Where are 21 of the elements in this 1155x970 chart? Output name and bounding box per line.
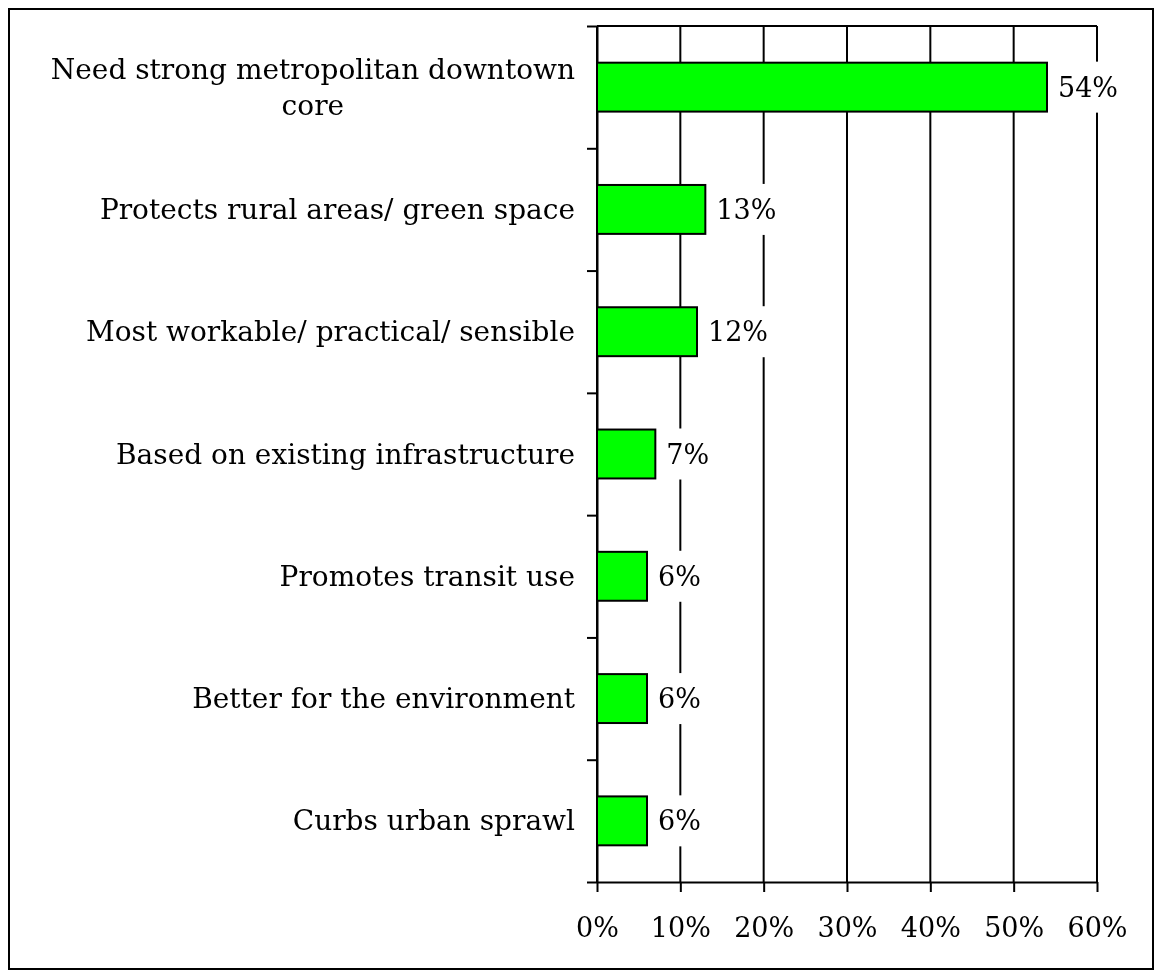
x-tick-label: 40% xyxy=(900,912,961,944)
data-label: 6% xyxy=(658,560,701,592)
y-tick-label: Need strong metropolitan downtown core xyxy=(50,52,575,122)
data-label: 6% xyxy=(658,805,701,837)
y-tick-label: Better for the environment xyxy=(192,682,576,716)
x-tick-label: 30% xyxy=(817,912,878,944)
y-tick-label: Based on existing infrastructure xyxy=(116,437,575,471)
x-tick-label: 60% xyxy=(1067,912,1128,944)
y-tick-label: Curbs urban sprawl xyxy=(292,804,576,838)
data-label: 54% xyxy=(1058,71,1119,103)
data-label: 7% xyxy=(666,438,710,470)
y-tick-label: Promotes transit use xyxy=(279,559,575,593)
x-tick-label: 0% xyxy=(576,912,619,944)
y-tick-label: Most workable/ practical/ sensible xyxy=(85,315,575,349)
data-label: 6% xyxy=(658,683,701,715)
data-label: 12% xyxy=(708,316,769,348)
x-tick-label: 50% xyxy=(984,912,1045,944)
data-label: 13% xyxy=(716,193,777,225)
x-tick-label: 20% xyxy=(734,912,795,944)
x-tick-label: 10% xyxy=(650,912,711,944)
y-tick-label: Protects rural areas/ green space xyxy=(99,192,575,226)
